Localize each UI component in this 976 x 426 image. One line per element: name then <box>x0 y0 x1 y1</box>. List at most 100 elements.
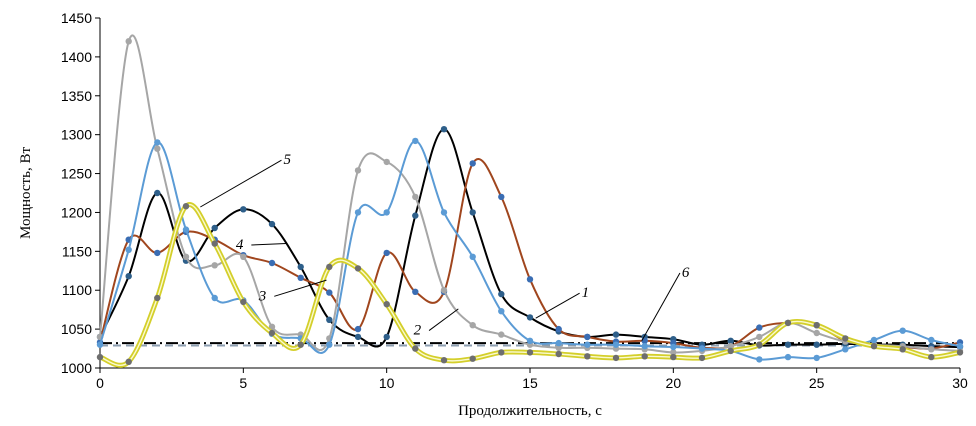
data-point-yellow <box>555 350 562 358</box>
x-tick-label: 25 <box>809 375 825 391</box>
data-point-yellow <box>670 353 677 361</box>
data-point-yellow <box>182 203 190 210</box>
data-point-brown <box>498 193 505 201</box>
annotation-4: 4 <box>236 237 287 253</box>
data-point-brown <box>383 249 390 257</box>
data-point-blue <box>842 346 849 353</box>
data-point-gray <box>928 346 935 353</box>
series-blue <box>96 137 964 363</box>
annotation-label: 5 <box>283 152 291 168</box>
data-point-brown <box>469 160 476 167</box>
annotation-leader <box>200 159 282 208</box>
annotation-leader <box>535 292 580 319</box>
data-point-gray <box>670 349 677 356</box>
data-point-gray <box>756 333 763 341</box>
chart-annotations: 5 4 3 2 1 6 <box>200 152 690 342</box>
y-tick-label: 1350 <box>61 88 92 104</box>
data-point-black <box>412 212 419 219</box>
annotation-label: 4 <box>236 237 244 253</box>
y-tick-label: 1150 <box>62 243 92 259</box>
data-point-gray <box>240 253 247 260</box>
chart-series <box>96 34 964 368</box>
data-point-brown <box>584 333 591 341</box>
data-point-black <box>784 341 792 348</box>
data-point-black <box>211 224 218 232</box>
data-point-blue <box>412 137 419 145</box>
data-point-black <box>240 206 247 213</box>
data-point-yellow <box>928 353 935 361</box>
data-point-black <box>383 333 390 341</box>
data-point-gray <box>383 158 390 166</box>
data-point-gray <box>555 344 562 351</box>
data-point-blue <box>956 343 964 350</box>
data-point-gray <box>154 145 161 152</box>
data-point-brown <box>526 276 534 283</box>
data-point-yellow <box>412 345 419 352</box>
data-point-yellow <box>813 322 820 329</box>
data-point-brown <box>326 289 333 296</box>
data-point-blue <box>526 337 534 344</box>
x-tick-label: 5 <box>239 375 247 391</box>
data-point-gray <box>498 331 505 338</box>
data-point-yellow <box>584 353 591 360</box>
annotation-6: 6 <box>641 265 690 342</box>
y-tick-label: 1400 <box>61 49 92 65</box>
data-point-yellow <box>154 294 161 302</box>
data-point-blue <box>584 341 591 348</box>
data-point-blue <box>555 339 562 347</box>
series-gray <box>96 34 964 356</box>
data-point-yellow <box>870 343 878 350</box>
data-point-black <box>268 220 276 228</box>
annotation-label: 1 <box>582 285 590 301</box>
data-point-blue <box>383 209 390 216</box>
data-point-brown <box>354 325 362 333</box>
data-point-yellow <box>383 301 390 308</box>
annotation-5: 5 <box>200 152 291 208</box>
data-point-black <box>469 209 476 216</box>
data-point-blue <box>670 343 677 351</box>
x-tick-label: 0 <box>96 375 104 391</box>
data-point-yellow <box>326 263 333 271</box>
data-point-gray <box>813 329 820 337</box>
data-point-blue <box>870 336 878 344</box>
data-point-black <box>526 314 534 321</box>
data-point-blue <box>641 343 648 350</box>
data-point-yellow <box>211 240 218 247</box>
data-point-black <box>297 263 304 271</box>
data-point-yellow <box>899 346 906 353</box>
series-yellow <box>96 202 964 368</box>
x-tick-label: 10 <box>379 375 395 391</box>
annotation-label: 3 <box>258 288 267 304</box>
data-point-gray <box>268 323 276 330</box>
data-point-brown <box>154 249 161 257</box>
annotation-leader <box>428 308 459 331</box>
data-point-blue <box>326 341 333 348</box>
data-point-yellow <box>784 319 792 327</box>
data-point-brown <box>268 259 276 267</box>
annotation-1: 1 <box>535 285 590 319</box>
data-point-gray <box>182 253 190 260</box>
x-tick-label: 15 <box>522 375 538 391</box>
data-point-gray <box>440 287 448 294</box>
data-point-blue <box>498 308 505 315</box>
data-point-black <box>440 126 448 133</box>
data-point-gray <box>469 322 476 329</box>
data-point-yellow <box>727 347 734 355</box>
data-point-blue <box>698 345 706 352</box>
data-point-black <box>154 189 161 197</box>
data-point-yellow <box>268 329 276 337</box>
data-point-yellow <box>756 341 763 348</box>
x-tick-label: 30 <box>952 375 968 391</box>
data-point-gray <box>354 167 362 174</box>
data-point-yellow <box>96 353 104 361</box>
data-point-yellow <box>641 353 648 360</box>
y-tick-label: 1000 <box>61 360 92 376</box>
x-axis-title: Продолжительность, с <box>458 403 602 419</box>
data-point-black <box>727 337 734 344</box>
y-tick-label: 1450 <box>61 10 92 26</box>
annotation-leader <box>274 279 327 297</box>
data-point-black <box>354 333 362 341</box>
data-point-brown <box>555 325 562 333</box>
data-point-gray <box>211 262 218 269</box>
data-point-yellow <box>469 355 476 362</box>
